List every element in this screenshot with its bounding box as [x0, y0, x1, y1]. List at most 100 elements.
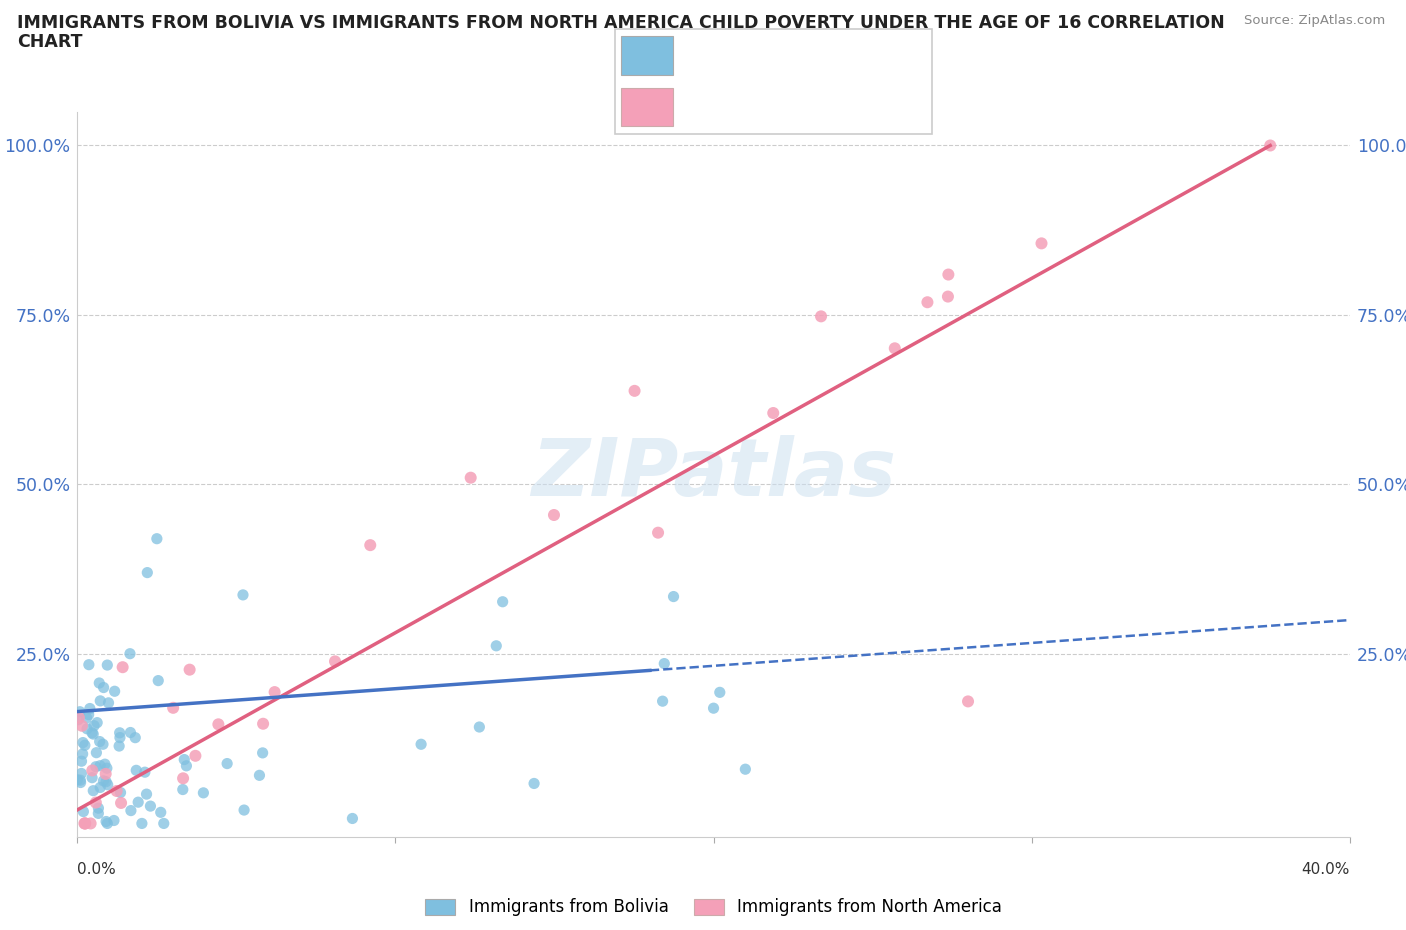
Legend: Immigrants from Bolivia, Immigrants from North America: Immigrants from Bolivia, Immigrants from…: [419, 892, 1008, 923]
Point: [359, 538, 381, 552]
Point: [124, 730, 146, 745]
Point: [647, 525, 669, 540]
Point: [193, 786, 215, 801]
Point: [77, 707, 100, 722]
Point: [111, 659, 134, 674]
Point: [108, 725, 131, 740]
Point: [73, 816, 96, 830]
Point: [184, 749, 207, 764]
Text: ZIPatlas: ZIPatlas: [531, 435, 896, 513]
Point: [86, 715, 108, 730]
Point: [75, 816, 97, 830]
Point: [96, 761, 118, 776]
Point: [72, 747, 94, 762]
Point: [172, 771, 194, 786]
Point: [94, 775, 117, 790]
Point: [69, 773, 91, 788]
Point: [139, 799, 162, 814]
Point: [82, 763, 104, 777]
Point: [543, 508, 565, 523]
Point: [252, 716, 274, 731]
Point: [97, 777, 120, 792]
Point: [75, 816, 97, 830]
Point: [70, 718, 93, 733]
Point: [703, 700, 725, 715]
Point: [66, 772, 89, 787]
Point: [460, 471, 482, 485]
Point: [134, 764, 156, 779]
Point: [491, 594, 513, 609]
Point: [883, 341, 905, 356]
FancyBboxPatch shape: [614, 29, 932, 134]
Point: [127, 795, 149, 810]
Point: [263, 684, 285, 699]
Text: 0.600: 0.600: [734, 97, 787, 115]
Point: [84, 795, 107, 810]
Point: [217, 756, 239, 771]
Point: [172, 782, 194, 797]
Point: [69, 704, 91, 719]
Point: [96, 816, 118, 830]
Point: [94, 757, 117, 772]
Point: [149, 804, 172, 819]
Point: [938, 267, 960, 282]
Point: [93, 680, 115, 695]
Point: [623, 383, 645, 398]
Text: IMMIGRANTS FROM BOLIVIA VS IMMIGRANTS FROM NORTH AMERICA CHILD POVERTY UNDER THE: IMMIGRANTS FROM BOLIVIA VS IMMIGRANTS FR…: [17, 14, 1225, 32]
Point: [110, 785, 132, 800]
Point: [233, 803, 256, 817]
Point: [84, 759, 107, 774]
Point: [73, 737, 96, 752]
Point: [69, 775, 91, 790]
Point: [709, 684, 731, 699]
Point: [80, 725, 103, 740]
Bar: [621, 36, 673, 75]
Point: [252, 746, 274, 761]
Point: [146, 531, 169, 546]
Text: R =: R =: [686, 46, 723, 63]
Point: [249, 768, 271, 783]
Point: [76, 722, 98, 737]
Point: [1258, 138, 1281, 153]
Point: [110, 795, 132, 810]
Point: [118, 646, 141, 661]
Point: [125, 763, 148, 777]
Point: [89, 675, 111, 690]
Point: [523, 776, 546, 790]
Point: [734, 762, 756, 777]
Point: [77, 658, 100, 672]
Point: [917, 295, 939, 310]
Point: [936, 289, 959, 304]
Point: [70, 766, 93, 781]
Point: [96, 658, 118, 672]
Text: 34: 34: [860, 97, 884, 115]
Point: [97, 696, 120, 711]
Point: [152, 816, 174, 830]
Point: [67, 712, 90, 727]
Point: [108, 730, 131, 745]
Text: Source: ZipAtlas.com: Source: ZipAtlas.com: [1244, 14, 1385, 27]
Point: [651, 694, 673, 709]
Point: [82, 783, 104, 798]
Point: [72, 804, 94, 819]
Point: [87, 806, 110, 821]
Point: [82, 726, 104, 741]
Text: CHART: CHART: [17, 33, 83, 50]
Point: [173, 752, 195, 767]
Point: [89, 758, 111, 773]
Text: N =: N =: [813, 46, 849, 63]
Text: N =: N =: [813, 97, 849, 115]
Text: 0.077: 0.077: [734, 46, 787, 63]
Point: [468, 720, 491, 735]
Point: [89, 694, 111, 709]
Point: [89, 734, 111, 749]
Point: [232, 588, 254, 603]
Point: [207, 717, 229, 732]
Point: [762, 405, 785, 420]
Point: [79, 816, 101, 830]
Point: [162, 700, 184, 715]
Point: [108, 738, 131, 753]
Point: [105, 784, 128, 799]
Point: [86, 745, 108, 760]
Point: [176, 758, 198, 773]
